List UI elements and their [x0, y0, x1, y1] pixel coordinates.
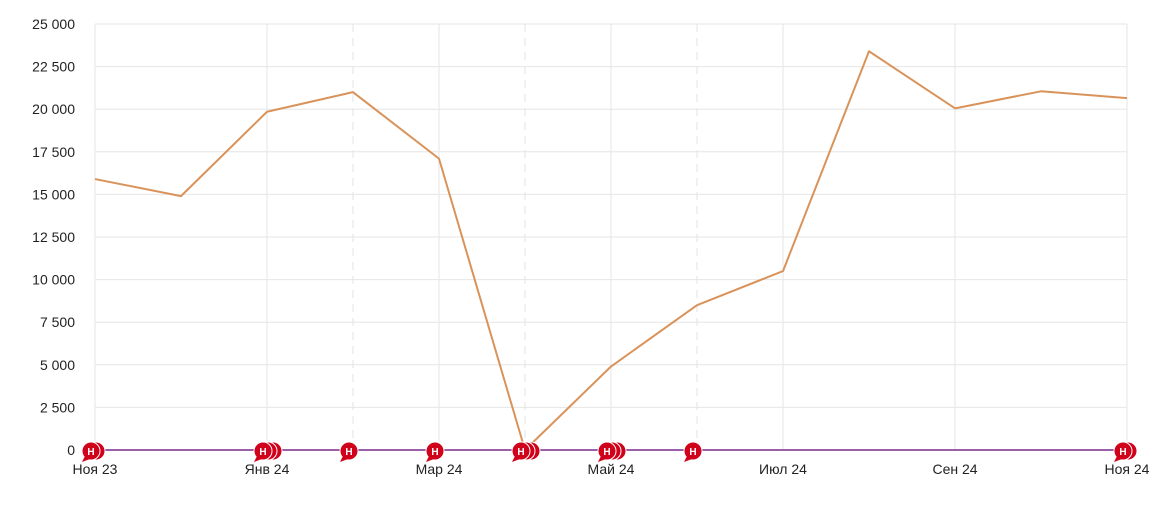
flag-tail	[254, 456, 262, 462]
annotation-flag[interactable]: Н	[683, 441, 703, 462]
flag-label: Н	[431, 447, 438, 458]
annotation-flag[interactable]: Н	[81, 441, 106, 462]
x-tick-label: Май 24	[588, 461, 635, 477]
x-tick-label: Сен 24	[932, 461, 977, 477]
flag-bubble	[425, 441, 445, 461]
flag-bubble	[511, 441, 531, 461]
annotation-flag[interactable]: Н	[1113, 441, 1138, 462]
x-tick-label: Янв 24	[245, 461, 290, 477]
annotation-flag[interactable]: Н	[597, 441, 627, 462]
y-tick-label: 15 000	[32, 186, 75, 202]
flag-bubble	[597, 441, 617, 461]
y-tick-label: 12 500	[32, 229, 75, 245]
flag-bubble	[253, 441, 273, 461]
x-tick-label: Ноя 24	[1105, 461, 1150, 477]
y-tick-label: 7 500	[40, 314, 75, 330]
y-tick-label: 5 000	[40, 357, 75, 373]
series-line	[94, 50, 1128, 451]
y-tick-label: 10 000	[32, 272, 75, 288]
annotation-flag[interactable]: Н	[253, 441, 283, 462]
flag-tail	[512, 456, 520, 462]
annotation-flag[interactable]: Н	[339, 441, 359, 462]
flag-bubble	[1113, 441, 1133, 461]
flag-bubble	[339, 441, 359, 461]
y-tick-label: 20 000	[32, 101, 75, 117]
flag-tail	[82, 456, 90, 462]
flag-tail	[1114, 456, 1122, 462]
flag-label: Н	[87, 447, 94, 458]
flag-bubble	[81, 441, 101, 461]
x-tick-label: Мар 24	[416, 461, 463, 477]
flag-label: Н	[345, 447, 352, 458]
flag-label: Н	[1119, 447, 1126, 458]
y-tick-label: 17 500	[32, 144, 75, 160]
flag-label: Н	[259, 447, 266, 458]
flag-label: Н	[603, 447, 610, 458]
x-tick-label: Ноя 23	[73, 461, 118, 477]
flag-tail	[426, 456, 434, 462]
flag-label: Н	[517, 447, 524, 458]
y-tick-label: 22 500	[32, 59, 75, 75]
flag-bubble	[683, 441, 703, 461]
annotation-flag[interactable]: Н	[425, 441, 445, 462]
y-tick-label: 0	[67, 442, 75, 458]
flag-tail	[598, 456, 606, 462]
flag-tail	[684, 456, 692, 462]
y-tick-label: 2 500	[40, 399, 75, 415]
y-tick-label: 25 000	[32, 16, 75, 32]
x-tick-label: Июл 24	[759, 461, 807, 477]
annotation-flag[interactable]: Н	[511, 441, 541, 462]
flag-label: Н	[689, 447, 696, 458]
flag-tail	[340, 456, 348, 462]
